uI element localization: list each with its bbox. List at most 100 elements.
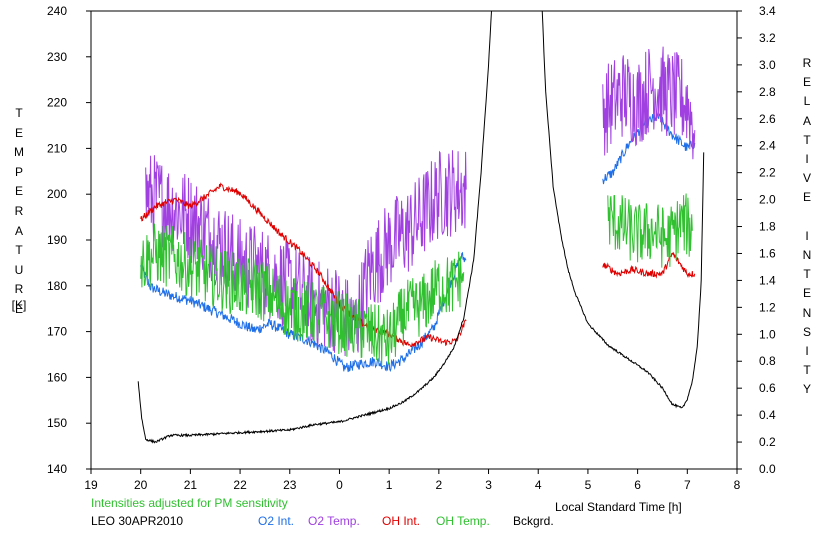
legend-oh-int: OH Int.	[382, 514, 421, 528]
y-axis-label-right-letter: T	[803, 132, 811, 147]
y-tick-label-left: 160	[47, 370, 67, 384]
y-tick-label-right: 0.4	[759, 408, 776, 422]
y-axis-label-left-letter: A	[14, 223, 23, 238]
y-tick-label-right: 1.0	[759, 327, 776, 341]
series-line	[607, 193, 693, 268]
y-tick-label-left: 230	[47, 50, 67, 64]
y-tick-label-right: 1.8	[759, 220, 776, 234]
legend-o2-temp: O2 Temp.	[308, 514, 360, 528]
y-tick-label-left: 170	[47, 325, 67, 339]
y-axis-label-left-letter: R	[14, 203, 24, 218]
axes-layer: 19 20 21 22 23 0 1 2 3 4 5 6 7 8140150160170180190200…	[47, 4, 776, 492]
y-axis-label-left-letter: E	[14, 301, 23, 316]
adjustment-note: Intensities adjusted for PM sensitivity	[91, 496, 288, 510]
x-tick-label: 1	[386, 478, 393, 492]
y-axis-label-left-letter: E	[14, 125, 23, 140]
series-o2-temp	[145, 46, 696, 357]
series-layer	[137, 11, 705, 444]
y-tick-label-right: 1.6	[759, 246, 776, 260]
y-axis-label-right-letter: N	[802, 248, 812, 263]
x-tick-label: 4	[535, 478, 542, 492]
y-tick-label-right: 1.4	[759, 273, 776, 287]
y-axis-label-right-letter	[800, 208, 814, 227]
y-axis-unit-left: [K]	[11, 298, 27, 312]
y-tick-label-left: 190	[47, 233, 67, 247]
y-axis-label-left-letter: T	[15, 106, 23, 120]
series-oh-int	[140, 182, 696, 348]
y-tick-label-left: 220	[47, 96, 67, 110]
x-tick-label: 19	[84, 478, 98, 492]
y-axis-label-right-letter: I	[805, 152, 809, 167]
y-axis-label-right-letter: I	[805, 228, 809, 243]
y-tick-label-right: 2.0	[759, 193, 776, 207]
y-axis-label-right-letter: E	[802, 190, 811, 205]
legend-o2-int: O2 Int.	[258, 514, 295, 528]
y-axis-label-left-letter: T	[15, 243, 23, 258]
y-tick-label-left: 150	[47, 416, 67, 430]
y-tick-label-right: 0.0	[759, 462, 776, 476]
y-tick-label-right: 3.0	[759, 58, 776, 72]
x-tick-label: 21	[184, 478, 198, 492]
y-tick-label-right: 2.8	[759, 85, 776, 99]
y-tick-label-right: 0.8	[759, 354, 776, 368]
y-tick-label-left: 240	[47, 4, 67, 18]
y-axis-label-left-letter: E	[14, 184, 23, 199]
x-tick-label: 7	[684, 478, 691, 492]
y-tick-label-left: 180	[47, 279, 67, 293]
y-tick-label-left: 140	[47, 462, 67, 476]
x-tick-label: 6	[634, 478, 641, 492]
x-tick-label: 22	[233, 478, 247, 492]
y-axis-label-right-letter: T	[803, 363, 811, 378]
x-tick-label: 8	[734, 478, 741, 492]
x-tick-label: 2	[436, 478, 443, 492]
y-axis-label-right-letter: L	[803, 94, 811, 109]
y-axis-label-left-letter: R	[14, 282, 24, 297]
series-oh-temp	[140, 193, 693, 366]
y-tick-label-right: 3.2	[759, 31, 776, 45]
series-bckgrd	[137, 11, 705, 444]
y-tick-label-right: 0.2	[759, 435, 776, 449]
y-tick-label-right: 2.4	[759, 139, 776, 153]
y-axis-label-left-letter: M	[14, 145, 24, 160]
series-line	[137, 11, 492, 444]
y-axis-label-right-letter: R	[802, 56, 812, 70]
series-line	[602, 111, 696, 185]
y-tick-label-left: 210	[47, 141, 67, 155]
y-axis-label-left-letter: P	[14, 164, 23, 179]
y-tick-label-left: 200	[47, 187, 67, 201]
series-line	[140, 182, 467, 348]
y-tick-label-right: 2.6	[759, 112, 776, 126]
y-axis-label-right-letter: Y	[802, 382, 811, 397]
y-tick-label-right: 0.6	[759, 381, 776, 395]
series-o2-int	[140, 111, 696, 373]
series-line	[140, 251, 467, 373]
x-tick-label: 20	[134, 478, 148, 492]
y-axis-label-right-letter: E	[802, 286, 811, 301]
y-axis-label-right-letter: A	[802, 113, 811, 128]
series-line	[602, 251, 696, 279]
y-axis-label-right-letter: V	[802, 171, 811, 186]
x-tick-label: 23	[283, 478, 297, 492]
y-axis-label-right-letter: N	[802, 305, 812, 320]
series-line	[602, 46, 696, 160]
y-axis-label-right-letter: E	[802, 75, 811, 90]
x-tick-label: 0	[336, 478, 343, 492]
y-tick-label-right: 1.2	[759, 300, 776, 314]
x-axis-label: Local Standard Time [h]	[555, 500, 682, 514]
y-axis-label-left-letter: U	[14, 262, 24, 277]
legend-bckgrd: Bckgrd.	[513, 514, 554, 528]
x-tick-label: 5	[585, 478, 592, 492]
series-line	[541, 11, 705, 409]
series-line	[140, 223, 465, 366]
y-axis-label-right-letter: S	[802, 324, 811, 339]
y-axis-label-right-letter: T	[803, 267, 811, 282]
y-axis-label-right-letter: I	[805, 344, 809, 359]
x-tick-label: 3	[485, 478, 492, 492]
station-date: LEO 30APR2010	[91, 514, 184, 528]
y-tick-label-right: 2.2	[759, 166, 776, 180]
y-tick-label-right: 3.4	[759, 4, 776, 18]
legend-oh-temp: OH Temp.	[436, 514, 490, 528]
